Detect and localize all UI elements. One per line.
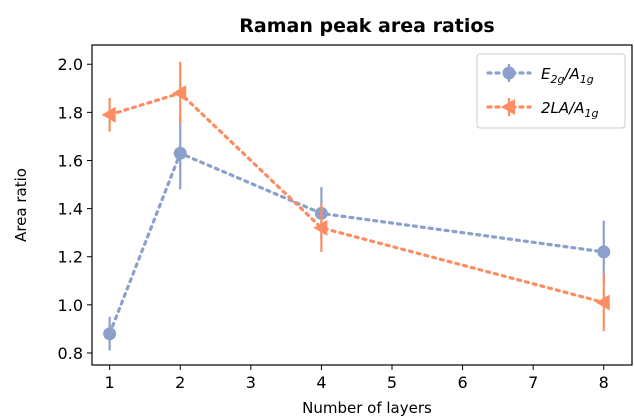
x-tick-label: 2 [175, 373, 185, 392]
y-tick-label: 0.8 [58, 344, 83, 363]
legend-entry: E2g/A1g [486, 64, 594, 86]
x-tick-label: 8 [599, 373, 609, 392]
x-axis: 1 2 3 4 5 6 7 8 [105, 365, 609, 392]
x-tick-label: 3 [246, 373, 256, 392]
y-tick-label: 1.2 [58, 248, 83, 267]
x-tick-label: 1 [105, 373, 115, 392]
x-tick-label: 7 [528, 373, 538, 392]
legend-marker [502, 66, 516, 80]
legend-label: E2g/A1g [541, 65, 594, 86]
y-tick-label: 1.6 [58, 151, 83, 170]
legend-label: 2LA/A1g [541, 99, 598, 120]
y-axis: 0.8 1.0 1.2 1.4 1.6 1.8 2.0 [58, 55, 92, 363]
y-tick-label: 2.0 [58, 55, 83, 74]
legend-marker [501, 99, 515, 115]
plot-frame [91, 44, 633, 366]
data-point [103, 327, 117, 341]
x-axis-label: Number of layers [302, 399, 432, 417]
data-point [173, 146, 187, 160]
plot-area [101, 61, 611, 351]
x-tick-label: 6 [457, 373, 467, 392]
x-tick-label: 4 [316, 373, 326, 392]
chart-title: Raman peak area ratios [239, 15, 494, 37]
y-axis-label: Area ratio [12, 168, 30, 242]
data-point [101, 106, 116, 123]
y-tick-label: 1.0 [58, 296, 83, 315]
series-line [108, 91, 606, 305]
data-point [313, 219, 328, 236]
series-1 [103, 117, 611, 351]
data-point [595, 294, 610, 311]
x-tick-label: 5 [387, 373, 397, 392]
legend-entry: 2LA/A1g [486, 98, 598, 120]
series-2 [101, 61, 610, 332]
y-tick-label: 1.4 [58, 200, 83, 219]
legend: E2g/A1g 2LA/A1g [476, 53, 626, 129]
y-tick-label: 1.8 [58, 103, 83, 122]
data-point [172, 85, 187, 102]
series-line [108, 151, 606, 336]
data-point [597, 245, 611, 259]
